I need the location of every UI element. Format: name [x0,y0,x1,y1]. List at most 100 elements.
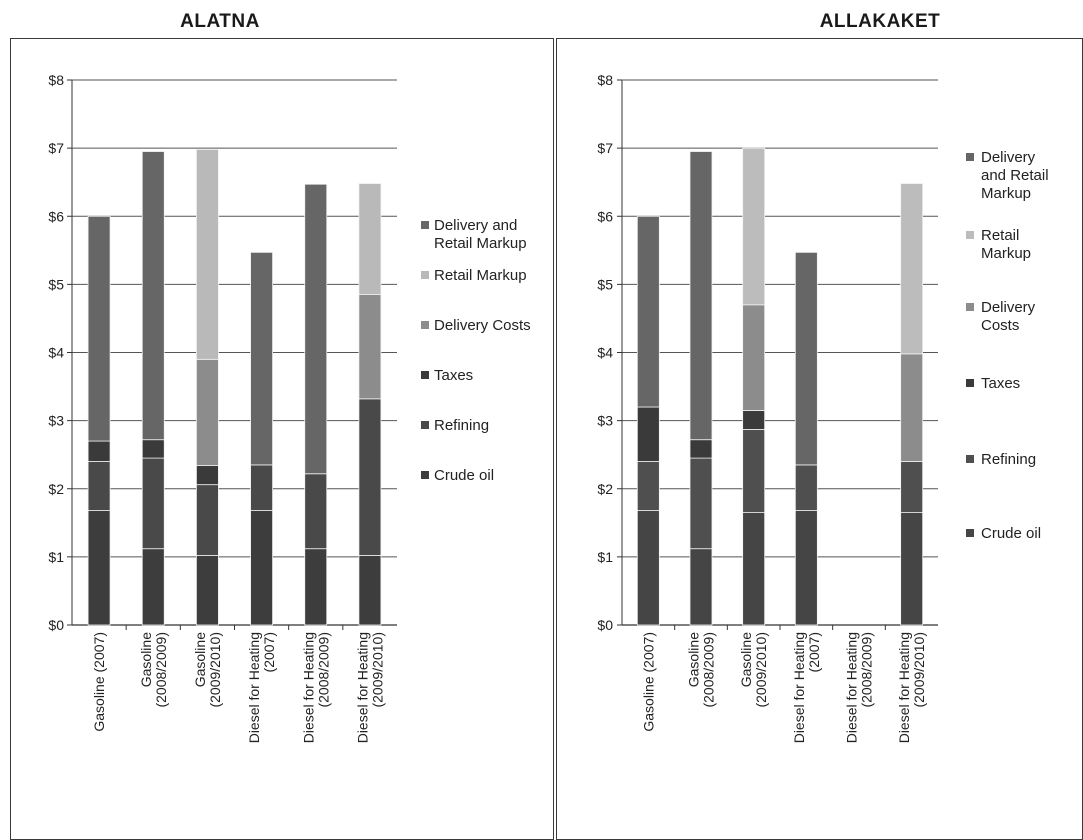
x-category-label-0-3-1: (2007) [261,632,277,672]
bar-0-4-series-1 [304,473,328,550]
bar-0-2-series-3 [196,358,219,466]
bar-1-3-series-1 [794,464,818,511]
x-category-label-0-5-0: Diesel for Heating [354,632,370,743]
bar-0-2-series-2 [196,465,219,486]
bar-0-0-series-2 [87,440,111,462]
bar-1-0-series-1 [636,461,660,511]
y-tick-label-1-1: $1 [597,549,613,565]
x-category-label-1-2-0: Gasoline [738,632,754,687]
bar-0-2-series-4 [196,149,219,360]
x-category-label-1-1-1: (2008/2009) [701,632,717,708]
x-category-label-1-4-1: (2008/2009) [859,632,875,708]
legend-swatch-0-0 [421,221,429,229]
y-tick-label-1-0: $0 [597,617,613,633]
bar-1-5-series-4 [900,183,924,355]
x-category-label-0-4-0: Diesel for Heating [300,632,316,743]
legend-label-1-1-0: Retail [981,227,1019,244]
bar-0-2-series-1 [196,484,219,556]
x-category-label-0-0-0: Gasoline (2007) [91,632,107,732]
bar-1-2-series-1 [742,429,766,513]
legend-label-0-4-0: Refining [434,417,489,434]
bar-1-2-series-0 [742,512,766,626]
x-category-label-1-1-0: Gasoline [686,632,702,687]
legend-swatch-0-2 [421,321,429,329]
bar-1-5-series-3 [900,353,924,462]
y-tick-label-1-3: $3 [597,413,613,429]
bar-0-1-series-5 [141,151,165,441]
bar-1-5-series-0 [900,512,924,626]
legend-label-0-0-0: Delivery and [434,217,517,234]
bar-1-1-series-2 [689,439,713,459]
y-tick-label-0-2: $2 [48,481,64,497]
x-category-label-1-4-0: Diesel for Heating [844,632,860,743]
chart-title-alatna: ALATNA [180,11,260,32]
y-tick-label-1-6: $6 [597,208,613,224]
x-category-label-1-0-0: Gasoline (2007) [640,632,656,732]
legend-swatch-1-5 [966,529,974,537]
y-tick-label-0-1: $1 [48,549,64,565]
x-category-label-0-1-0: Gasoline [138,632,154,687]
x-category-label-1-3-0: Diesel for Heating [791,632,807,743]
bar-1-3-series-5 [794,251,818,466]
bar-0-2-series-0 [196,555,219,626]
bar-1-0-series-0 [636,510,660,626]
legend-label-1-4-0: Refining [981,451,1036,468]
bar-1-2-series-4 [742,147,766,306]
legend-swatch-1-4 [966,455,974,463]
bar-1-2-series-2 [742,410,766,430]
bar-1-0-series-2 [636,406,660,462]
bar-1-1-series-5 [689,151,713,441]
bar-1-3-series-0 [794,510,818,626]
y-tick-label-1-8: $8 [597,72,613,88]
chart-title-allakaket: ALLAKAKET [819,11,941,32]
y-tick-label-0-4: $4 [48,345,64,361]
bar-0-4-series-0 [304,548,328,626]
legend-label-1-0-1: and Retail [981,167,1049,184]
bar-1-2-series-3 [742,304,766,411]
legend-swatch-0-3 [421,371,429,379]
bar-1-1-series-0 [689,548,713,626]
bar-0-5-series-1 [358,398,382,556]
legend-swatch-0-1 [421,271,429,279]
y-tick-label-0-6: $6 [48,208,64,224]
legend-swatch-0-4 [421,421,429,429]
bar-0-3-series-0 [250,510,273,626]
legend-label-0-2-0: Delivery Costs [434,317,531,334]
x-category-label-0-5-1: (2009/2010) [369,632,385,708]
legend-swatch-0-5 [421,471,429,479]
legend-label-1-3-0: Taxes [981,375,1020,392]
bar-0-5-series-3 [358,294,382,400]
legend-label-1-1-1: Markup [981,245,1031,262]
bar-1-5-series-1 [900,461,924,513]
bar-0-0-series-1 [87,461,111,511]
x-category-label-0-2-0: Gasoline [192,632,208,687]
bar-0-0-series-5 [87,215,111,442]
x-category-label-0-3-0: Diesel for Heating [246,632,262,743]
bar-0-0-series-0 [87,510,111,626]
legend-label-1-0-2: Markup [981,185,1031,202]
y-tick-label-0-3: $3 [48,413,64,429]
y-tick-label-1-5: $5 [597,276,613,292]
legend-label-0-3-0: Taxes [434,367,473,384]
legend-swatch-1-3 [966,379,974,387]
legend-label-0-0-1: Retail Markup [434,235,527,252]
x-category-label-0-2-1: (2009/2010) [207,632,223,708]
x-category-label-1-5-0: Diesel for Heating [896,632,912,743]
legend-label-1-5-0: Crude oil [981,525,1041,542]
legend-label-1-2-1: Costs [981,317,1019,334]
y-tick-label-0-7: $7 [48,140,64,156]
bar-0-4-series-5 [304,183,328,475]
legend-label-1-0-0: Delivery [981,149,1036,166]
bar-1-1-series-1 [689,457,713,550]
legend-swatch-1-1 [966,231,974,239]
legend-swatch-1-2 [966,303,974,311]
y-tick-label-1-2: $2 [597,481,613,497]
y-tick-label-1-4: $4 [597,345,613,361]
x-category-label-1-5-1: (2009/2010) [911,632,927,708]
bar-0-1-series-1 [141,457,165,550]
legend-label-1-2-0: Delivery [981,299,1036,316]
x-category-label-1-3-1: (2007) [806,632,822,672]
legend-label-0-5-0: Crude oil [434,467,494,484]
bar-1-0-series-5 [636,215,660,408]
